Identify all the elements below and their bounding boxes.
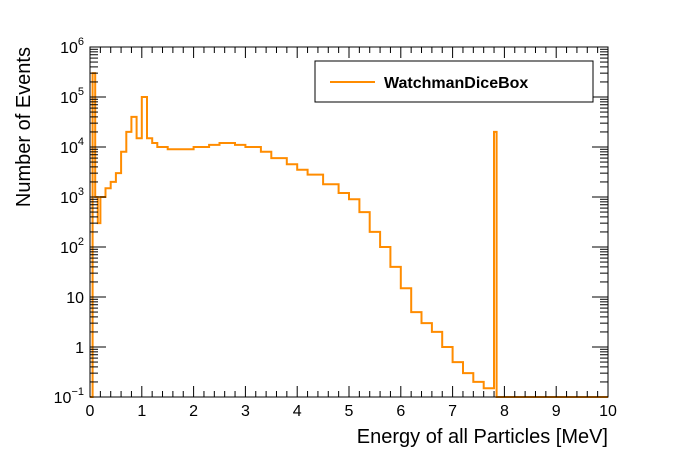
y-tick-label: 10	[66, 290, 84, 307]
x-tick-label: 2	[189, 403, 198, 420]
x-tick-label: 0	[86, 403, 95, 420]
x-tick-label: 4	[293, 403, 302, 420]
x-tick-label: 5	[345, 403, 354, 420]
y-tick-label: 105	[60, 86, 84, 107]
y-tick-label: 10−1	[54, 386, 84, 407]
x-tick-label: 3	[241, 403, 250, 420]
y-axis-label: Number of Events	[13, 47, 35, 207]
x-tick-label: 8	[500, 403, 509, 420]
tick-layer	[89, 46, 609, 398]
x-tick-label: 10	[599, 403, 617, 420]
x-tick-label: 6	[396, 403, 405, 420]
x-axis-label: Energy of all Particles [MeV]	[357, 426, 608, 448]
x-tick-label: 9	[552, 403, 561, 420]
legend: WatchmanDiceBox	[314, 60, 594, 103]
y-tick-label: 104	[60, 136, 84, 157]
y-tick-label: 103	[60, 186, 84, 207]
series-layer	[90, 72, 608, 398]
x-tick-labels: 0 1 2 3 4 5 6 7 8 9 10	[86, 403, 617, 420]
legend-label: WatchmanDiceBox	[384, 75, 528, 92]
y-tick-labels: 10−1 1 10 102 103 104 105 106	[54, 36, 84, 407]
y-tick-label: 102	[60, 236, 84, 257]
x-tick-label: 7	[448, 403, 457, 420]
series-line-0	[90, 72, 608, 398]
y-tick-label: 106	[60, 36, 84, 57]
y-tick-label: 1	[75, 340, 84, 357]
x-tick-label: 1	[137, 403, 146, 420]
